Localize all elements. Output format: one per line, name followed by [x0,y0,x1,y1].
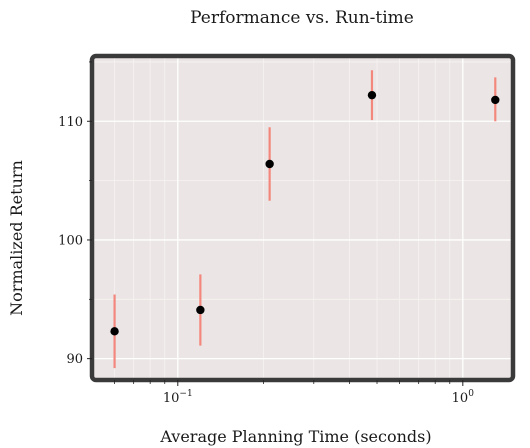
y-tick-label: 110 [58,115,83,130]
x-tick-label-base: 10 [163,391,180,406]
y-tick-label: 90 [66,352,83,367]
chart-title: Performance vs. Run-time [190,8,414,28]
x-tick-label-exponent: −1 [179,389,192,399]
x-axis-label: Average Planning Time (seconds) [159,427,431,446]
data-point [265,159,274,169]
data-marks [110,70,500,369]
x-tick-label: 10−1 [163,389,193,406]
grid [92,56,513,380]
data-point [367,90,377,100]
data-point [196,305,205,315]
x-tick-label-base: 10 [452,391,469,406]
data-point [491,95,500,105]
y-axis-label: Normalized Return [7,160,26,316]
y-tick-label: 100 [58,233,83,248]
plot-panel [92,56,513,380]
x-tick-label: 100 [452,389,475,406]
plot-frame [89,53,516,383]
plot-background [92,56,513,380]
data-point [110,327,119,336]
plot-border [89,53,516,383]
x-tick-label-exponent: 0 [468,389,474,399]
